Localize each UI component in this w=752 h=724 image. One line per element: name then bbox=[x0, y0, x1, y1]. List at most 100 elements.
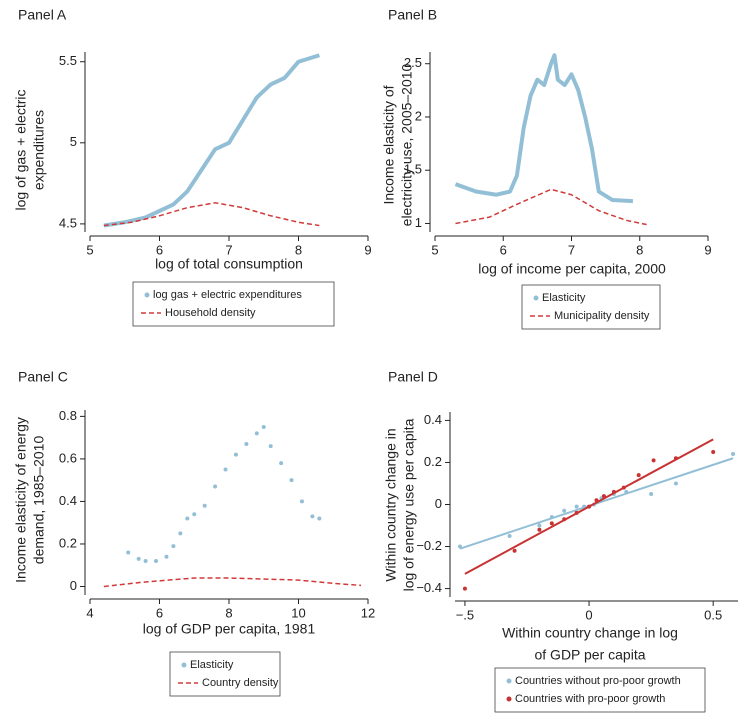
point bbox=[594, 498, 599, 503]
point bbox=[636, 473, 641, 478]
legend-swatch bbox=[506, 696, 512, 702]
legend-label: Country density bbox=[202, 677, 279, 689]
density-line bbox=[103, 202, 320, 227]
point bbox=[582, 504, 587, 509]
point bbox=[512, 548, 517, 553]
panel-title: Panel B bbox=[388, 7, 437, 23]
point bbox=[233, 452, 238, 457]
y-tick-label: 1 bbox=[415, 215, 422, 230]
y-tick-label: 0.8 bbox=[59, 408, 77, 423]
point bbox=[299, 499, 304, 504]
legend-swatch bbox=[144, 292, 150, 298]
point bbox=[649, 491, 654, 496]
x-tick-label: 8 bbox=[225, 605, 232, 620]
point bbox=[268, 444, 273, 449]
x-tick-label: 4 bbox=[86, 605, 93, 620]
point bbox=[457, 544, 462, 549]
legend-swatch bbox=[533, 295, 539, 301]
legend-box bbox=[132, 281, 335, 327]
y-tick-label: 0.2 bbox=[59, 535, 77, 550]
y-axis-label: electricity use, 2005–2010 bbox=[399, 63, 415, 226]
y-tick-label: 4.5 bbox=[59, 215, 77, 230]
x-tick-label: 5 bbox=[86, 242, 93, 257]
x-tick-label: −.5 bbox=[456, 607, 474, 622]
point bbox=[549, 515, 554, 520]
legend-label: Countries without pro-poor growth bbox=[515, 675, 681, 687]
legend-box bbox=[169, 651, 281, 697]
point bbox=[507, 534, 512, 539]
legend-swatch bbox=[506, 678, 512, 684]
y-axis-label: Income elasticity of bbox=[381, 85, 397, 204]
legend-box bbox=[494, 667, 706, 713]
x-axis-label: Within country change in log bbox=[502, 625, 678, 641]
density-line bbox=[455, 188, 647, 226]
point bbox=[587, 504, 592, 509]
y-tick-label: 0 bbox=[70, 578, 77, 593]
y-tick-label: 0.4 bbox=[424, 412, 442, 427]
y-tick-label: 2 bbox=[415, 108, 422, 123]
y-axis-label: Within country change in bbox=[383, 428, 399, 581]
point bbox=[289, 478, 294, 483]
point bbox=[711, 449, 716, 454]
y-tick-label: 5 bbox=[70, 134, 77, 149]
point bbox=[136, 556, 141, 561]
y-tick-label: −0.4 bbox=[416, 580, 442, 595]
point bbox=[624, 489, 629, 494]
point bbox=[185, 516, 190, 521]
point bbox=[317, 516, 322, 521]
point bbox=[310, 514, 315, 519]
x-tick-label: 0 bbox=[585, 607, 592, 622]
x-tick-label: 7 bbox=[225, 242, 232, 257]
y-tick-label: 0.4 bbox=[59, 493, 77, 508]
panel-title: Panel D bbox=[388, 369, 438, 385]
series-line bbox=[103, 53, 320, 228]
x-tick-label: 9 bbox=[704, 242, 711, 257]
x-tick-label: 8 bbox=[636, 242, 643, 257]
y-tick-label: 2.5 bbox=[404, 55, 422, 70]
x-tick-label: 6 bbox=[156, 605, 163, 620]
panel-title: Panel C bbox=[18, 369, 68, 385]
legend-label: log gas + electric expenditures bbox=[153, 289, 302, 301]
x-tick-label: 5 bbox=[431, 242, 438, 257]
point bbox=[549, 521, 554, 526]
point bbox=[537, 527, 542, 532]
point bbox=[154, 558, 159, 563]
legend-label: Municipality density bbox=[554, 310, 650, 322]
point bbox=[223, 467, 228, 472]
x-tick-label: 0.5 bbox=[704, 607, 722, 622]
point bbox=[143, 558, 148, 563]
y-tick-label: 1.5 bbox=[404, 162, 422, 177]
point bbox=[202, 503, 207, 508]
point bbox=[164, 554, 169, 559]
point bbox=[621, 485, 626, 490]
y-tick-label: −0.2 bbox=[416, 538, 442, 553]
point bbox=[673, 456, 678, 461]
point bbox=[178, 531, 183, 536]
point bbox=[574, 504, 579, 509]
point bbox=[279, 461, 284, 466]
point bbox=[244, 442, 249, 447]
point bbox=[261, 425, 266, 430]
y-tick-label: 0.2 bbox=[424, 454, 442, 469]
legend-label: Elasticity bbox=[190, 659, 234, 671]
y-axis-label: log of gas + electric bbox=[13, 89, 29, 210]
y-tick-label: 5.5 bbox=[59, 53, 77, 68]
legend-swatch bbox=[181, 662, 187, 668]
point bbox=[731, 452, 736, 457]
point bbox=[611, 489, 616, 494]
y-tick-label: 0 bbox=[435, 496, 442, 511]
point bbox=[651, 458, 656, 463]
point bbox=[192, 512, 197, 517]
point bbox=[562, 517, 567, 522]
legend-label: Elasticity bbox=[542, 292, 586, 304]
point bbox=[601, 494, 606, 499]
point bbox=[537, 523, 542, 528]
x-axis-label: log of income per capita, 2000 bbox=[478, 261, 666, 277]
point bbox=[562, 508, 567, 513]
point bbox=[254, 431, 259, 436]
x-tick-label: 8 bbox=[295, 242, 302, 257]
x-axis-label: log of GDP per capita, 1981 bbox=[143, 621, 316, 637]
series-line bbox=[454, 53, 634, 204]
x-tick-label: 9 bbox=[364, 242, 371, 257]
